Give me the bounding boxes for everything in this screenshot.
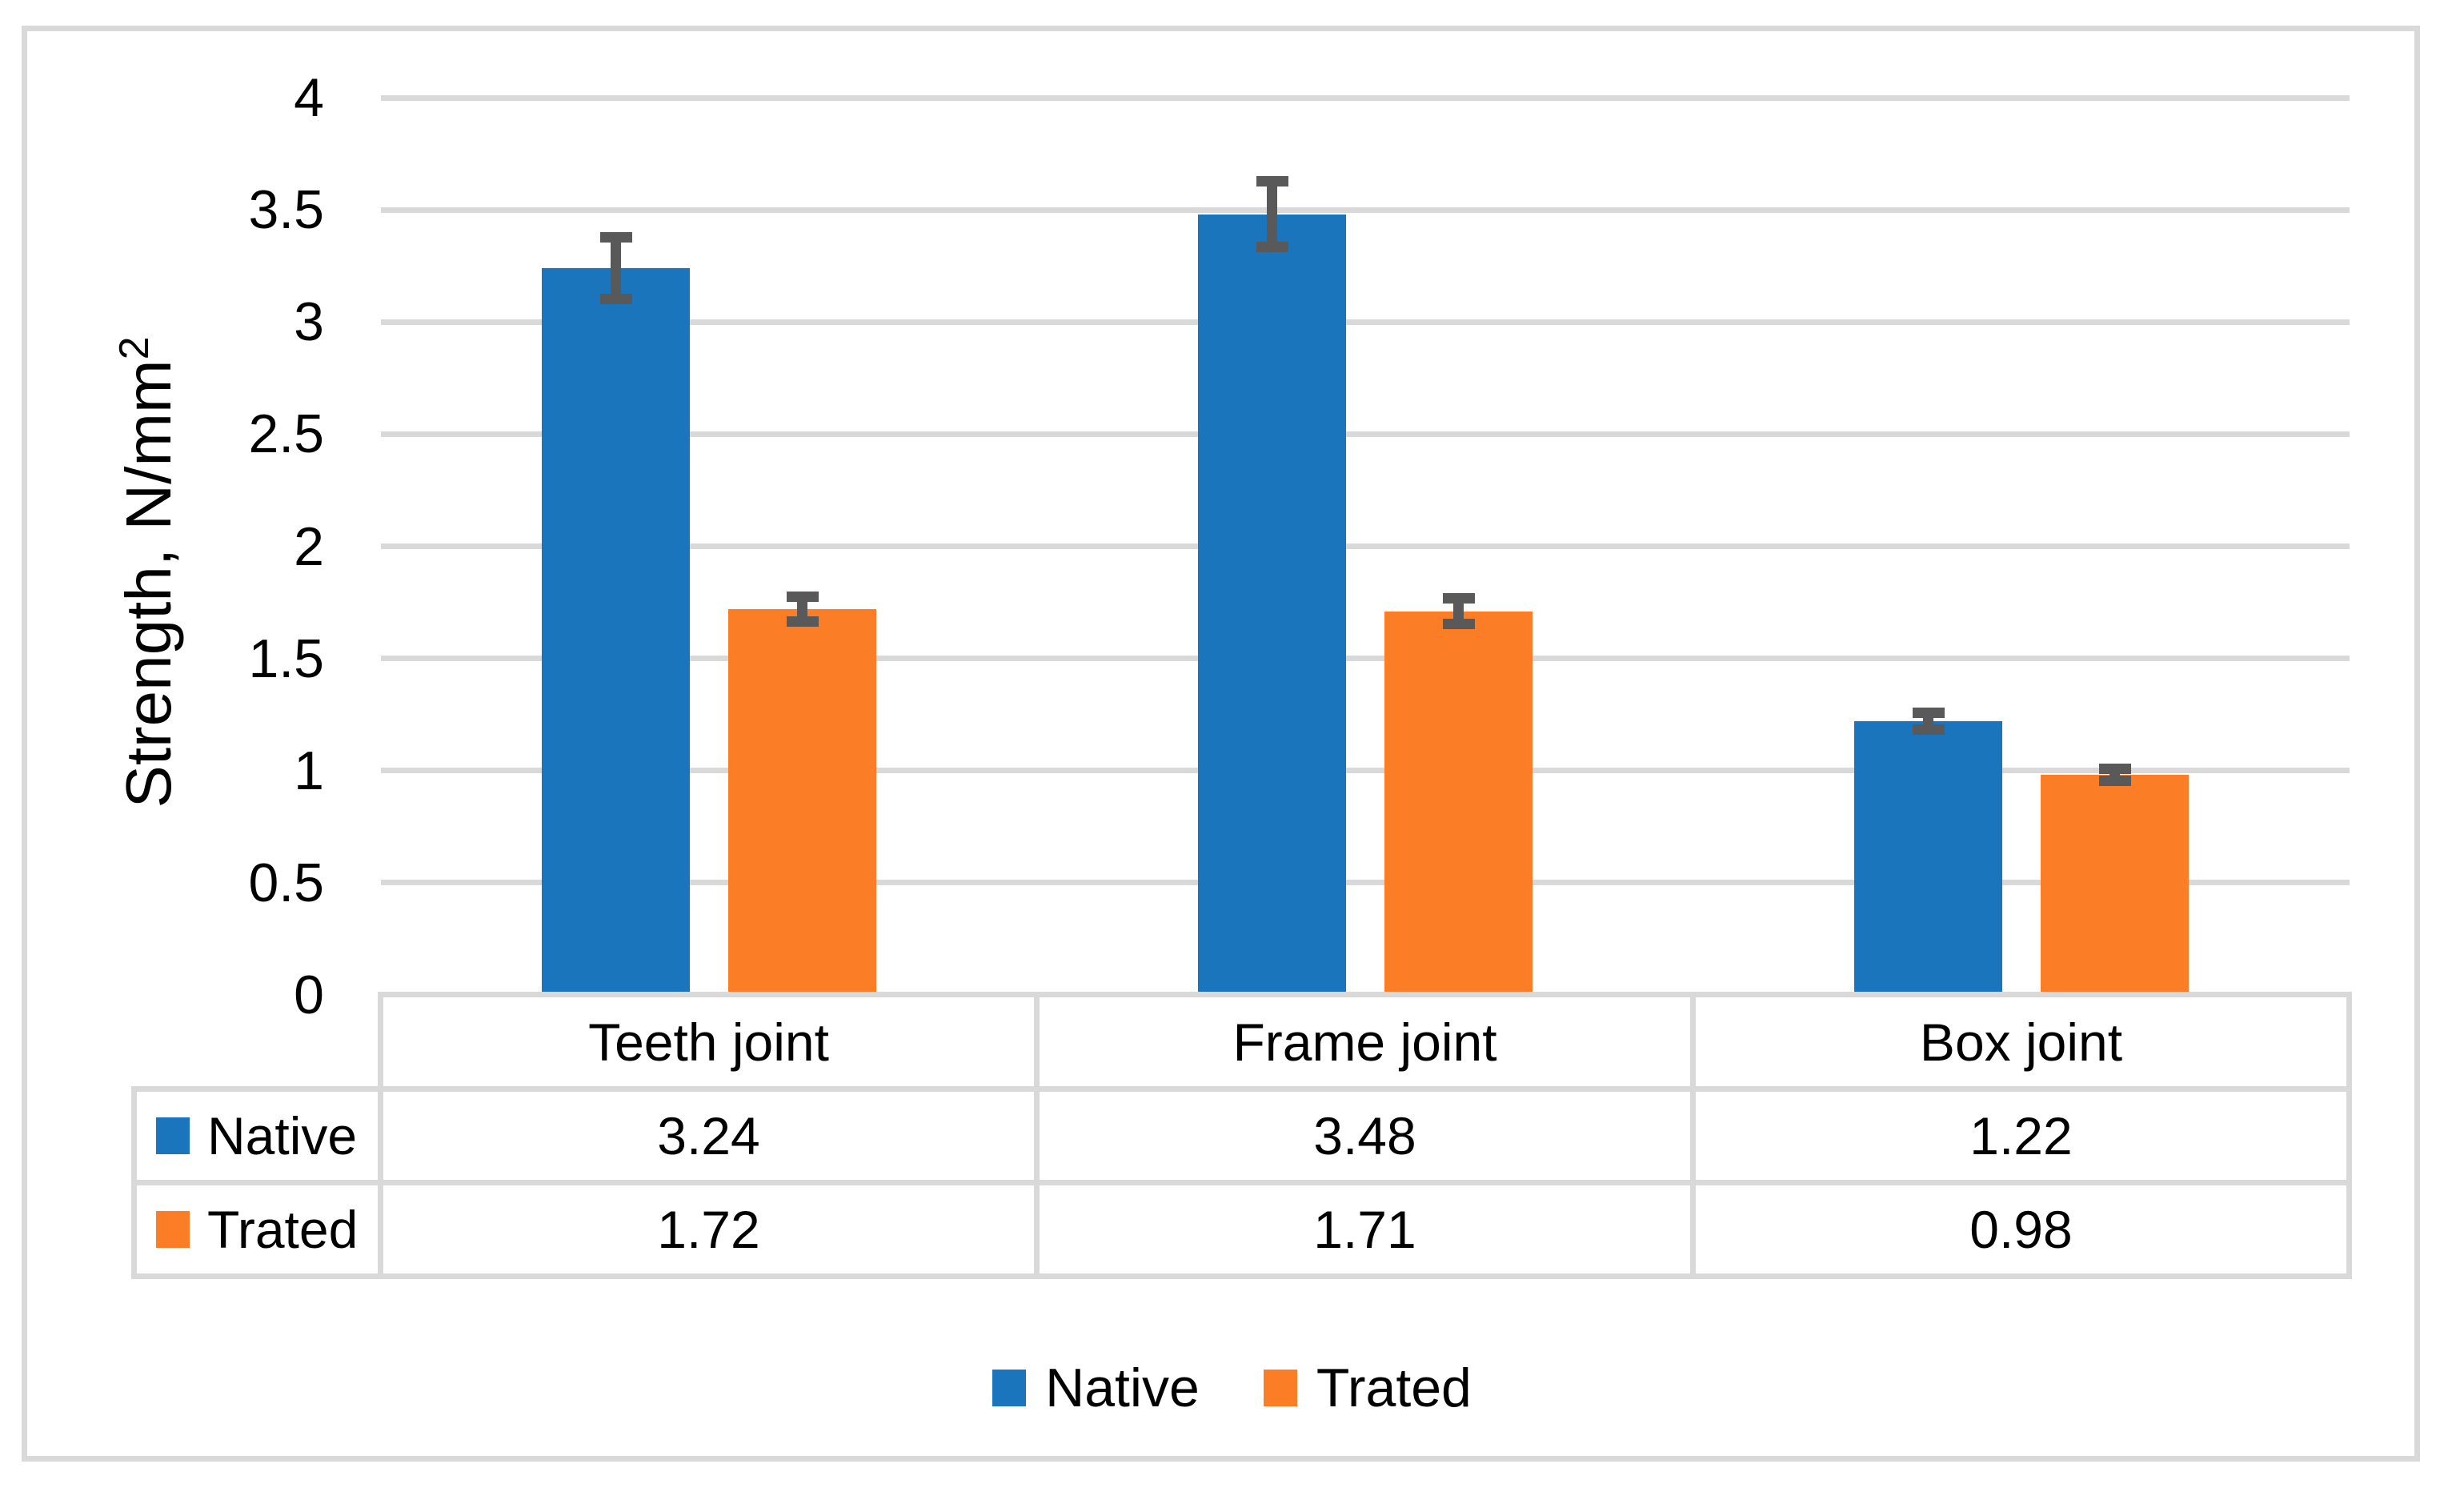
- gridline-y-2: [381, 543, 2350, 549]
- chart-legend: Native Trated: [0, 1357, 2464, 1419]
- gridline-y-3: [381, 319, 2350, 325]
- gridline-y-1.5: [381, 656, 2350, 662]
- y-tick-label-0: 0: [294, 965, 324, 1025]
- table-header-frame-joint: Frame joint: [1034, 992, 1696, 1092]
- y-tick-label-2.5: 2.5: [248, 403, 324, 465]
- gridline-y-2.5: [381, 431, 2350, 437]
- table-rowlabel-trated: Trated: [131, 1180, 383, 1279]
- y-tick-label-4: 4: [294, 67, 324, 128]
- error-bar-trated-teeth-joint: [786, 591, 819, 628]
- table-cell-native-box: 1.22: [1690, 1086, 2352, 1185]
- error-bar-cap-bottom: [2098, 776, 2131, 787]
- bar-native-box-joint: [1854, 721, 2002, 995]
- y-tick-label-1: 1: [294, 740, 324, 801]
- data-table: Teeth joint Frame joint Box joint Native…: [131, 992, 2352, 1279]
- trated-legend-swatch-icon: [1263, 1370, 1297, 1406]
- error-bar-cap-bottom: [1912, 724, 1945, 735]
- trated-series-swatch-icon: [156, 1211, 190, 1248]
- error-bar-native-box-joint: [1912, 708, 1945, 735]
- error-bar-trated-box-joint: [2098, 764, 2131, 787]
- table-header-teeth-joint: Teeth joint: [378, 992, 1040, 1092]
- table-header-row: Teeth joint Frame joint Box joint: [134, 992, 2352, 1092]
- legend-item-trated: Trated: [1263, 1357, 1472, 1419]
- error-bar-whisker: [1267, 176, 1277, 253]
- y-tick-label-2: 2: [294, 515, 324, 577]
- error-bar-whisker: [611, 232, 621, 304]
- error-bar-trated-frame-joint: [1442, 593, 1475, 630]
- legend-label-trated: Trated: [1316, 1358, 1472, 1418]
- bar-trated-frame-joint: [1384, 611, 1532, 995]
- error-bar-cap-bottom: [1256, 242, 1288, 253]
- table-rowlabel-native: Native: [131, 1086, 383, 1185]
- y-tick-label-0.5: 0.5: [248, 852, 324, 913]
- table-cell-native-frame: 3.48: [1034, 1086, 1696, 1185]
- gridline-y-0.5: [381, 880, 2350, 886]
- y-tick-label-1.5: 1.5: [248, 628, 324, 689]
- bar-native-frame-joint: [1198, 214, 1346, 995]
- legend-label-native: Native: [1045, 1358, 1200, 1418]
- error-bar-native-frame-joint: [1256, 176, 1288, 253]
- bar-trated-box-joint: [2041, 775, 2189, 995]
- error-bar-native-teeth-joint: [599, 232, 632, 304]
- legend-item-native: Native: [992, 1357, 1200, 1419]
- error-bar-cap-bottom: [1442, 619, 1475, 630]
- table-header-box-joint: Box joint: [1690, 992, 2352, 1092]
- table-cell-trated-box: 0.98: [1690, 1180, 2352, 1279]
- bar-trated-teeth-joint: [728, 608, 876, 995]
- bar-native-teeth-joint: [542, 267, 690, 995]
- native-legend-swatch-icon: [992, 1370, 1027, 1406]
- table-row-trated: Trated 1.72 1.71 0.98: [131, 1180, 2352, 1279]
- error-bar-cap-bottom: [599, 293, 632, 304]
- table-rowlabel-native-text: Native: [207, 1106, 358, 1165]
- native-series-swatch-icon: [156, 1117, 190, 1154]
- table-row-native: Native 3.24 3.48 1.22: [131, 1086, 2352, 1185]
- table-rowlabel-trated-text: Trated: [207, 1200, 359, 1259]
- gridline-y-1: [381, 768, 2350, 774]
- table-corner-cell: [134, 995, 381, 1089]
- y-tick-label-3: 3: [294, 291, 324, 353]
- table-cell-native-teeth: 3.24: [378, 1086, 1040, 1185]
- table-cell-trated-frame: 1.71: [1034, 1180, 1696, 1279]
- gridline-y-3.5: [381, 207, 2350, 213]
- table-cell-trated-teeth: 1.72: [378, 1180, 1040, 1279]
- y-tick-label-3.5: 3.5: [248, 179, 324, 241]
- gridline-y-4: [381, 94, 2350, 101]
- error-bar-cap-bottom: [786, 616, 819, 628]
